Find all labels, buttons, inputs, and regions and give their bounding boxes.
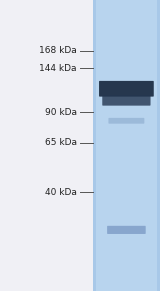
Text: 40 kDa: 40 kDa bbox=[45, 188, 77, 196]
FancyBboxPatch shape bbox=[99, 81, 154, 97]
Text: 144 kDa: 144 kDa bbox=[39, 64, 77, 73]
Bar bbox=[93, 0, 160, 291]
Text: 90 kDa: 90 kDa bbox=[45, 108, 77, 116]
Text: 168 kDa: 168 kDa bbox=[39, 47, 77, 55]
FancyBboxPatch shape bbox=[107, 226, 146, 234]
Bar bbox=[96, 0, 157, 291]
Text: 65 kDa: 65 kDa bbox=[45, 138, 77, 147]
FancyBboxPatch shape bbox=[102, 95, 151, 106]
FancyBboxPatch shape bbox=[108, 118, 144, 124]
